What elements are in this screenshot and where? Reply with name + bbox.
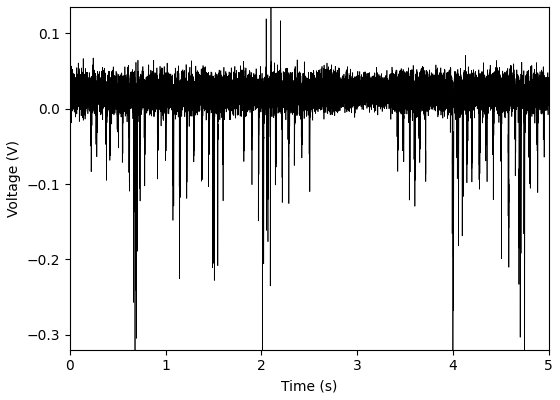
Y-axis label: Voltage (V): Voltage (V) — [7, 140, 21, 217]
X-axis label: Time (s): Time (s) — [281, 379, 338, 393]
